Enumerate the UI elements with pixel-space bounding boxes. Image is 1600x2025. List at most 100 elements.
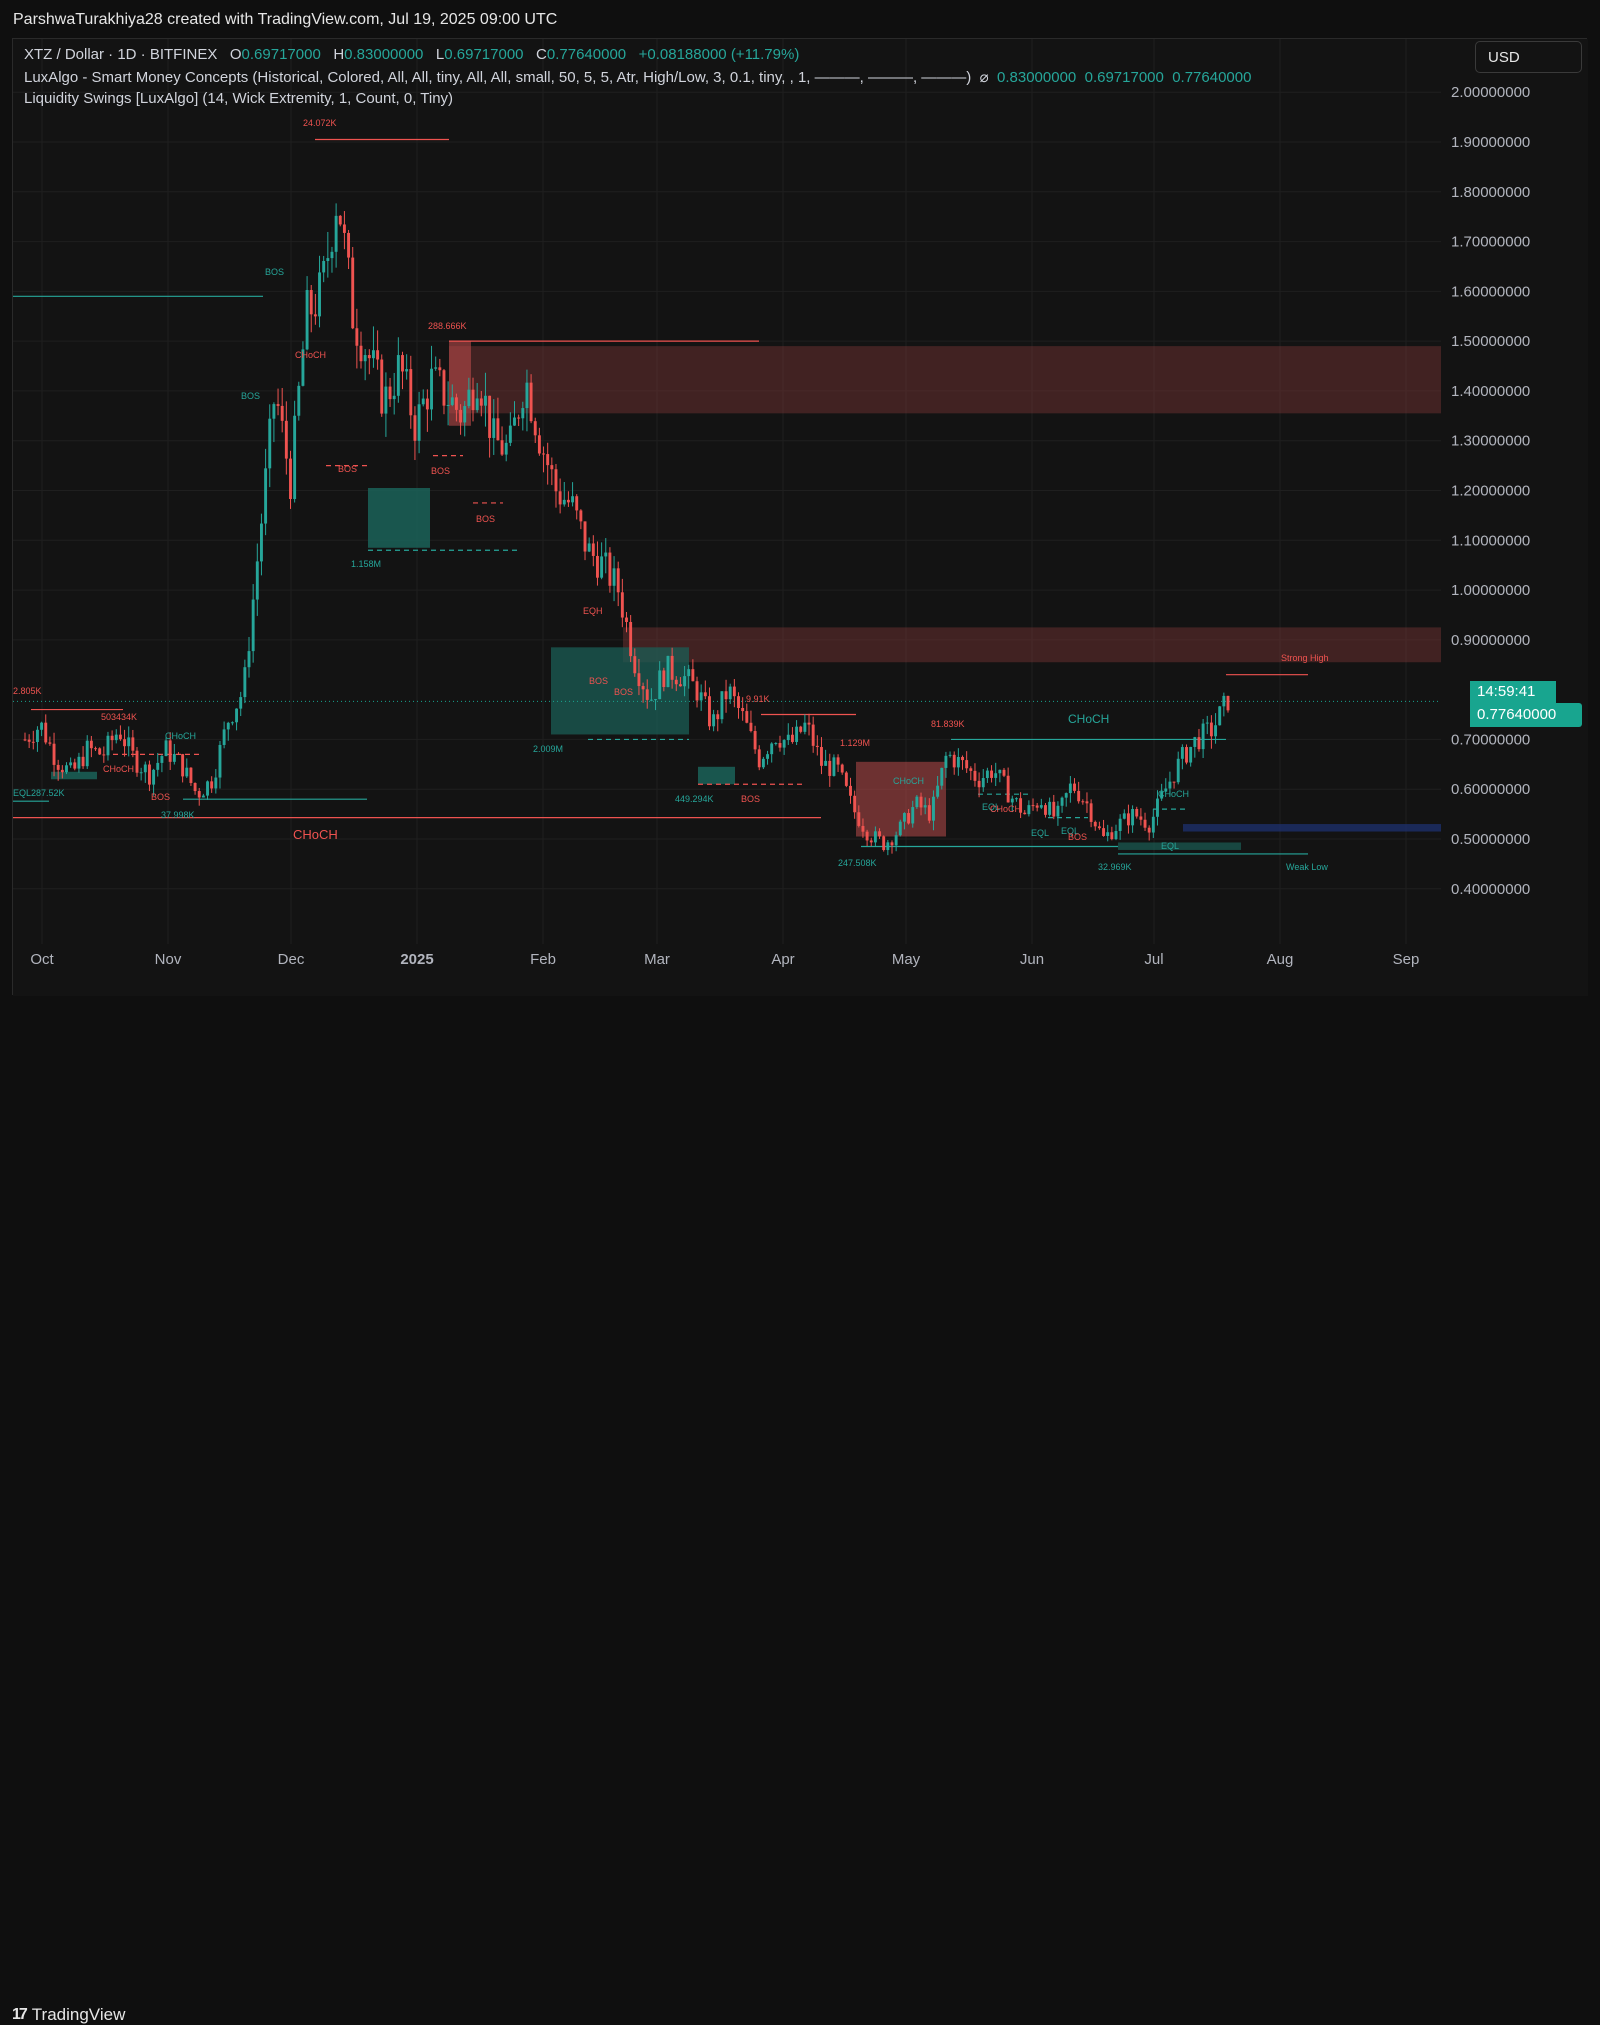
candle-body [127, 737, 131, 747]
candle-body [1135, 808, 1139, 817]
indicator-liquidity-title[interactable]: Liquidity Swings [LuxAlgo] (14, Wick Ext… [24, 90, 454, 107]
bullish-order-block [551, 647, 689, 735]
price-chart[interactable]: Oct Nov Dec 2025 Feb Mar Apr May Jun Jul Aug Sep 0.4… [13, 39, 1588, 996]
candle-body [459, 409, 463, 423]
candle-body [1226, 695, 1230, 711]
candle-body [981, 778, 985, 788]
y-tick-label: 1.80000000 [1451, 184, 1530, 201]
open-label: O [229, 46, 242, 63]
candle-body [313, 314, 317, 317]
annotation-label: CHoCH [893, 776, 924, 786]
candle-body [720, 691, 724, 720]
high-label: H [333, 46, 345, 63]
chart-panel[interactable]: Oct Nov Dec 2025 Feb Mar Apr May Jun Jul Aug Sep 0.4… [12, 38, 1588, 996]
candle-body [255, 561, 259, 600]
candle-body [990, 770, 994, 778]
legend-indicator-smc[interactable]: LuxAlgo - Smart Money Concepts (Historic… [24, 68, 1251, 86]
candle-body [637, 673, 641, 687]
candle-body [222, 729, 226, 745]
candle-body [778, 743, 782, 748]
candle-body [994, 773, 998, 778]
candle-body [716, 714, 720, 720]
annotation-label: BOS [589, 676, 608, 686]
annotation-label: EQL [982, 802, 1000, 812]
candle-body [1010, 798, 1014, 803]
annotation-label: 9.91K [746, 694, 770, 704]
legend-symbol-row[interactable]: XTZ / Dollar · 1D · BITFINEX O0.69717000… [24, 46, 799, 63]
symbol-title[interactable]: XTZ / Dollar · 1D · BITFINEX [24, 46, 218, 63]
candle-body [807, 722, 811, 725]
candle-body [467, 389, 471, 407]
tradingview-brand[interactable]: 17 TradingView [12, 2005, 125, 2025]
candle-body [251, 599, 255, 652]
annotation-label: BOS [614, 687, 633, 697]
candle-body [579, 510, 583, 522]
candle-body [658, 670, 662, 700]
candle-body [741, 707, 745, 712]
candle-body [1081, 801, 1085, 803]
candle-body [388, 386, 392, 400]
eql-zone [1118, 842, 1241, 850]
indicator-value-1: 0.83000000 [997, 69, 1077, 86]
candle-body [691, 669, 695, 682]
indicator-smc-title[interactable]: LuxAlgo - Smart Money Concepts (Historic… [24, 69, 972, 86]
annotation-label: BOS [338, 464, 357, 474]
currency-button[interactable]: USD [1475, 41, 1582, 73]
candle-body [1156, 798, 1159, 817]
candle-body [85, 740, 89, 767]
x-tick-label: Aug [1267, 951, 1294, 968]
annotation-label: 81.839K [931, 719, 965, 729]
annotation-label: 1.158M [351, 559, 381, 569]
x-tick-label: May [892, 951, 921, 968]
candle-body [674, 679, 678, 685]
candle-body [1031, 805, 1035, 807]
candle-body [525, 382, 529, 409]
x-tick-label: Jul [1144, 951, 1163, 968]
low-label: L [435, 46, 445, 63]
candle-body [118, 734, 122, 740]
candle-body [417, 404, 421, 441]
candle-body [272, 404, 276, 419]
candle-body [562, 499, 566, 505]
candle-body [790, 734, 794, 742]
candle-body [753, 731, 757, 750]
candle-body [496, 418, 500, 441]
candle-body [206, 781, 209, 796]
annotation-label: CHoCH [1158, 789, 1189, 799]
candle-body [1073, 783, 1076, 791]
candle-body [1035, 805, 1039, 808]
candle-body [911, 807, 915, 824]
candle-body [147, 764, 151, 785]
x-tick-label: Dec [278, 951, 305, 968]
candle-body [69, 762, 73, 766]
candle-body [338, 215, 342, 225]
footer-bar: 17 TradingView [0, 998, 1600, 2024]
candle-body [143, 764, 147, 773]
candle-body [135, 750, 139, 773]
candle-body [177, 754, 180, 756]
candle-body [172, 754, 176, 762]
candle-body [969, 768, 973, 771]
candle-body [94, 748, 97, 750]
close-value: 0.77640000 [546, 46, 627, 63]
candle-body [517, 417, 521, 419]
demand-zone [1183, 824, 1441, 832]
candle-body [1044, 805, 1047, 815]
candle-body [1056, 805, 1060, 817]
candle-body [616, 568, 620, 593]
annotation-label: BOS [151, 792, 170, 802]
y-tick-label: 1.00000000 [1451, 582, 1530, 599]
annotation-label: EQL [1161, 841, 1179, 851]
eye-icon[interactable]: ⌀ [979, 69, 989, 86]
candle-body [110, 735, 114, 741]
candle-body [264, 468, 268, 524]
legend-indicator-liquidity[interactable]: Liquidity Swings [LuxAlgo] (14, Wick Ext… [24, 90, 453, 107]
x-tick-label: Feb [530, 951, 556, 968]
candle-body [201, 795, 205, 798]
x-tick-label: Mar [644, 951, 670, 968]
candle-body [587, 543, 591, 552]
candle-body [956, 756, 960, 768]
candle-body [737, 696, 740, 708]
candle-body [882, 836, 886, 851]
x-tick-label: Oct [30, 951, 54, 968]
